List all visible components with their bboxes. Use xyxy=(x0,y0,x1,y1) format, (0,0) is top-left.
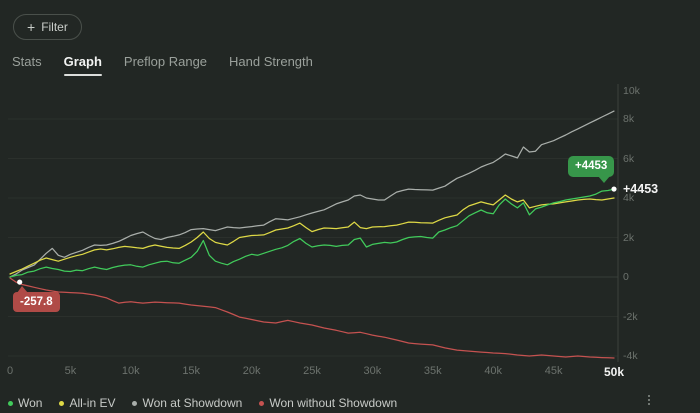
x-tick-label: 15k xyxy=(182,365,201,377)
legend-item-won-without-showdown[interactable]: Won without Showdown xyxy=(259,396,397,410)
y-tick-label: 2k xyxy=(623,231,635,244)
x-tick-label: 20k xyxy=(242,365,261,377)
tab-preflop-range[interactable]: Preflop Range xyxy=(123,54,208,69)
x-tick-label: 35k xyxy=(423,365,442,377)
series-line-won-without-showdown xyxy=(9,277,615,359)
legend-dot-icon xyxy=(132,400,138,406)
won-end-badge: +4453 xyxy=(568,156,615,183)
legend-item-label: Won xyxy=(18,396,43,410)
chart-legend: Won All-in EV Won at Showdown Won without S… xyxy=(8,395,397,411)
x-tick-label: 45k xyxy=(544,365,563,377)
red-start-badge: -257.8 xyxy=(13,286,60,312)
y-tick-label: 6k xyxy=(623,152,635,165)
x-tick-label: 25k xyxy=(303,365,321,377)
y-tick-label: 4k xyxy=(623,192,635,204)
series-line-won-at-showdown xyxy=(9,110,615,278)
x-tick-label: 5k xyxy=(64,365,77,377)
legend-item-all-in-ev[interactable]: All-in EV xyxy=(59,396,115,410)
y-tick-label: -4k xyxy=(623,350,638,362)
annotation-dot-won-end xyxy=(611,186,617,192)
y-tick-label: 10k xyxy=(623,85,640,97)
series-line-won xyxy=(9,188,615,278)
y-tick-label: 0 xyxy=(623,271,629,283)
tab-stats[interactable]: Stats xyxy=(12,54,42,69)
tab-hand-strength[interactable]: Hand Strength xyxy=(229,54,313,69)
legend-item-won-at-showdown[interactable]: Won at Showdown xyxy=(132,396,242,410)
more-options-button[interactable] xyxy=(642,391,656,409)
annotation-dot-red-start xyxy=(17,279,23,285)
x-tick-label: 10k xyxy=(121,365,140,377)
legend-dot-icon xyxy=(8,400,13,406)
legend-item-label: Won at Showdown xyxy=(142,396,243,410)
kebab-menu-icon xyxy=(648,395,650,397)
series-line-all-in-ev xyxy=(9,194,615,275)
legend-dot-icon xyxy=(259,400,265,406)
tab-bar: Stats Graph Preflop Range Hand Strength xyxy=(12,54,313,76)
tab-graph[interactable]: Graph xyxy=(63,54,103,76)
filter-button-label: Filter xyxy=(41,20,68,34)
x-tick-label: 50k xyxy=(603,365,625,379)
legend-dot-icon xyxy=(59,400,65,406)
won-end-value-label: +4453 xyxy=(623,182,659,196)
x-tick-label: 30k xyxy=(363,365,382,377)
filter-button[interactable]: + Filter xyxy=(13,14,82,40)
x-tick-label: 40k xyxy=(484,365,503,377)
legend-item-label: All-in EV xyxy=(69,396,116,410)
y-tick-label: 8k xyxy=(623,113,635,125)
legend-item-won[interactable]: Won xyxy=(8,396,42,410)
y-tick-label: -2k xyxy=(623,310,638,323)
x-tick-label: 0 xyxy=(6,365,14,377)
plus-icon: + xyxy=(27,19,36,35)
legend-item-label: Won without Showdown xyxy=(269,396,398,410)
